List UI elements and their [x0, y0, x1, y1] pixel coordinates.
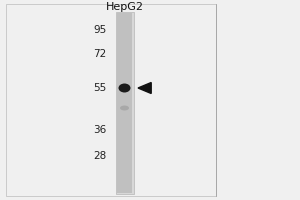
- Text: 36: 36: [93, 125, 106, 135]
- Ellipse shape: [120, 106, 129, 110]
- Text: 95: 95: [93, 25, 106, 35]
- Text: HepG2: HepG2: [106, 2, 143, 12]
- Text: 72: 72: [93, 49, 106, 59]
- Polygon shape: [138, 82, 151, 93]
- Bar: [6, 4, 216, 196]
- Bar: [117, 13, 132, 193]
- Text: 28: 28: [93, 151, 106, 161]
- Bar: [116, 12, 134, 194]
- Ellipse shape: [118, 83, 130, 92]
- Text: 55: 55: [93, 83, 106, 93]
